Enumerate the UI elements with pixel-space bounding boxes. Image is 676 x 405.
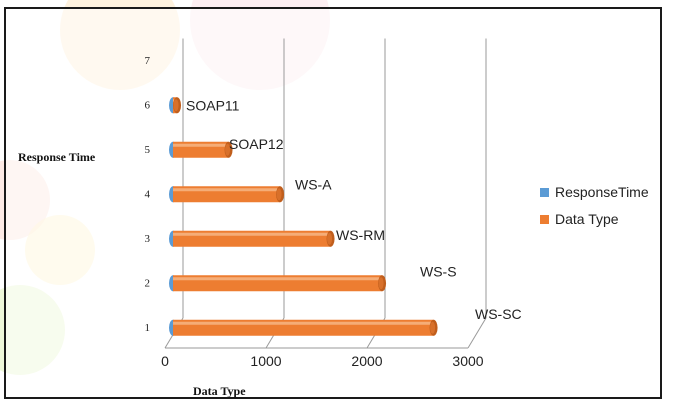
bar-highlight	[173, 143, 229, 147]
bar-highlight	[173, 321, 434, 325]
y-tick-label: 3	[145, 233, 151, 245]
y-tick-label: 1	[145, 322, 151, 334]
bar-data-label: SOAP12	[229, 136, 284, 152]
bar-highlight	[173, 232, 331, 236]
y-tick-label: 4	[145, 188, 151, 200]
bar-cap-face	[378, 277, 384, 290]
x-axis-label: Data Type	[193, 384, 246, 398]
bar-cap-face	[430, 321, 436, 334]
y-tick-label: 6	[145, 99, 151, 111]
y-tick-label: 2	[145, 277, 151, 289]
legend-item: Data Type	[540, 211, 619, 227]
bar-cap-face	[327, 232, 333, 245]
bar-cap-face	[173, 99, 179, 112]
x-tick-label: 0	[161, 353, 169, 369]
bar-data-label: WS-S	[420, 263, 457, 279]
bar	[169, 141, 233, 158]
legend-item: ResponseTime	[540, 184, 649, 200]
bar-data-label: WS-SC	[475, 306, 522, 322]
bar-highlight	[173, 277, 383, 281]
legend-label: Data Type	[555, 211, 619, 227]
y-tick-label: 5	[145, 144, 151, 156]
legend-swatch	[540, 187, 549, 197]
bar-data-label: WS-A	[295, 176, 332, 192]
bar-cap-face	[225, 143, 231, 156]
legend-label: ResponseTime	[555, 184, 649, 200]
bar	[169, 319, 438, 336]
y-axis-label: Response Time	[18, 150, 96, 164]
x-tick-label: 3000	[452, 353, 483, 369]
bar	[169, 230, 335, 247]
y-tick-label: 7	[145, 55, 151, 67]
bar-cap-face	[276, 188, 282, 201]
bar	[169, 275, 387, 292]
legend-swatch	[540, 214, 549, 224]
x-tick-label: 2000	[351, 353, 382, 369]
grid-line	[467, 317, 487, 349]
bar-data-label: WS-RM	[336, 227, 385, 243]
bar-data-label: SOAP11	[186, 97, 240, 113]
bar-highlight	[173, 188, 281, 192]
bar	[169, 97, 182, 114]
x-tick-label: 1000	[250, 353, 281, 369]
bar	[169, 186, 285, 203]
